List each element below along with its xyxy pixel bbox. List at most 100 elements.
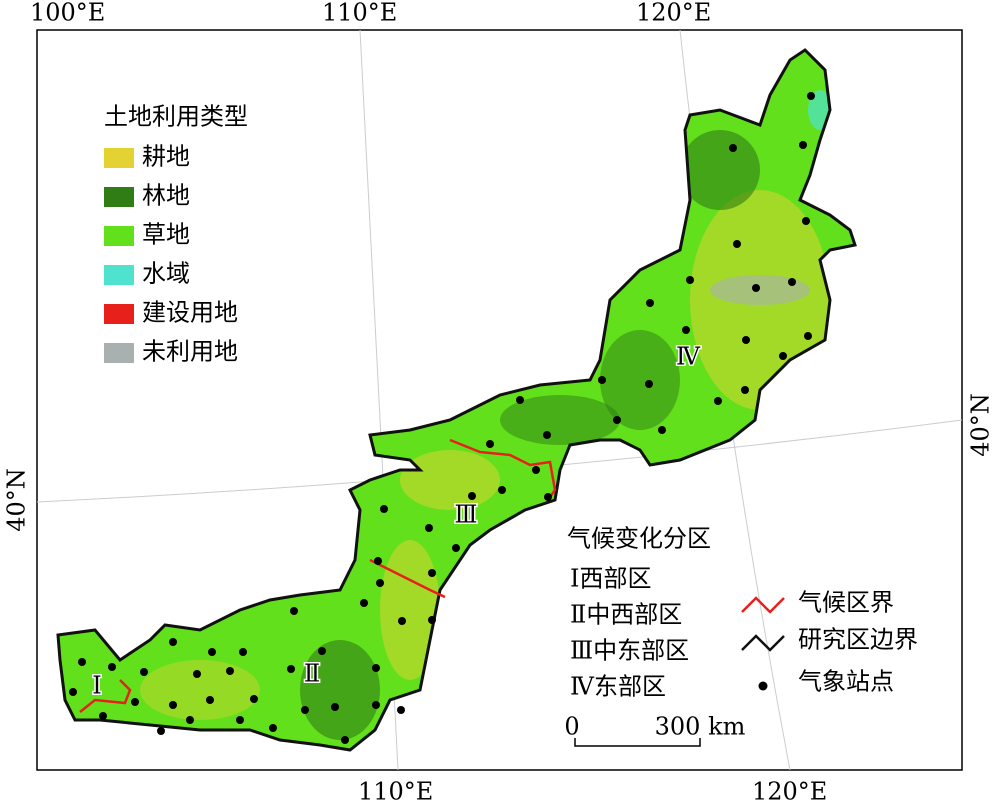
- weather-station: [380, 505, 388, 513]
- weather-station: [360, 599, 368, 607]
- weather-station: [374, 557, 382, 565]
- legend-swatch: [104, 187, 134, 207]
- lon-label: 110°E: [358, 778, 433, 806]
- legend-title: 气候变化分区: [567, 525, 711, 553]
- weather-station: [78, 658, 86, 666]
- weather-station: [226, 667, 234, 675]
- weather-station: [331, 703, 339, 711]
- weather-station: [108, 663, 116, 671]
- weather-station: [645, 380, 653, 388]
- legend-swatch: [104, 148, 134, 168]
- weather-station: [544, 493, 552, 501]
- weather-station: [799, 141, 807, 149]
- weather-station: [532, 466, 540, 474]
- weather-station: [398, 617, 406, 625]
- weather-station: [486, 440, 494, 448]
- weather-station: [236, 716, 244, 724]
- weather-station: [752, 284, 760, 292]
- weather-station: [804, 332, 812, 340]
- weather-station: [140, 668, 148, 676]
- legend-label: 气候区界: [798, 589, 894, 617]
- weather-station: [99, 712, 107, 720]
- weather-station: [807, 92, 815, 100]
- weather-station: [802, 217, 810, 225]
- legend-symbol: [758, 681, 768, 691]
- weather-station: [613, 416, 621, 424]
- weather-station: [318, 647, 326, 655]
- region-label: Ⅳ: [676, 343, 701, 371]
- weather-stations: [69, 92, 815, 744]
- legend-swatch: [104, 343, 134, 363]
- weather-station: [741, 386, 749, 394]
- legend-swatch: [104, 265, 134, 285]
- weather-station: [646, 299, 654, 307]
- legend-label: 研究区边界: [798, 626, 918, 654]
- weather-station: [131, 698, 139, 706]
- legend-swatch: [104, 226, 134, 246]
- scale-bar: [574, 738, 701, 747]
- lon-label: 100°E: [30, 0, 105, 27]
- weather-station: [733, 240, 741, 248]
- weather-station: [372, 664, 380, 672]
- weather-station: [169, 701, 177, 709]
- weather-station: [301, 706, 309, 714]
- region-label: Ⅰ: [92, 672, 101, 700]
- legend-label: 气象站点: [798, 668, 894, 696]
- weather-station: [658, 426, 666, 434]
- region-label: Ⅲ: [454, 501, 477, 529]
- weather-station: [452, 544, 460, 552]
- scale-label: 0: [564, 713, 579, 741]
- weather-station: [428, 616, 436, 624]
- lon-label: 120°E: [636, 0, 711, 27]
- weather-station: [397, 706, 405, 714]
- legend-label: 未利用地: [142, 338, 238, 366]
- weather-station: [498, 486, 506, 494]
- legend-label: 耕地: [142, 143, 190, 171]
- weather-station: [729, 144, 737, 152]
- weather-station: [742, 336, 750, 344]
- lat-label: 40°N: [967, 393, 995, 457]
- legend-label: Ⅱ中西部区: [570, 601, 682, 629]
- weather-station: [239, 648, 247, 656]
- weather-station: [425, 524, 433, 532]
- weather-station: [269, 724, 277, 732]
- legend-label: Ⅳ东部区: [570, 673, 666, 701]
- region-label: Ⅱ: [304, 660, 320, 688]
- weather-station: [208, 648, 216, 656]
- weather-station: [287, 665, 295, 673]
- legend-symbol: [741, 634, 785, 652]
- weather-station: [250, 695, 258, 703]
- weather-station: [206, 696, 214, 704]
- weather-station: [598, 376, 606, 384]
- lon-label: 120°E: [752, 778, 827, 806]
- weather-station: [779, 352, 787, 360]
- weather-station: [372, 701, 380, 709]
- weather-station: [169, 638, 177, 646]
- weather-station: [290, 607, 298, 615]
- weather-station: [516, 396, 524, 404]
- weather-station: [468, 492, 476, 500]
- weather-station: [714, 397, 722, 405]
- legend-label: Ⅰ西部区: [570, 565, 651, 593]
- legend-symbol: [741, 596, 785, 614]
- weather-station: [788, 278, 796, 286]
- weather-station: [341, 736, 349, 744]
- legend-title: 土地利用类型: [104, 103, 248, 131]
- legend-label: 草地: [142, 221, 190, 249]
- weather-station: [69, 688, 77, 696]
- legend-label: 建设用地: [142, 299, 238, 327]
- lat-label: 40°N: [3, 468, 31, 532]
- weather-station: [193, 670, 201, 678]
- climate-boundary: [79, 438, 557, 713]
- weather-station: [686, 276, 694, 284]
- legend-label: Ⅲ中东部区: [570, 637, 689, 665]
- weather-station: [186, 716, 194, 724]
- legend-label: 林地: [142, 182, 190, 210]
- weather-station: [376, 579, 384, 587]
- weather-station: [428, 569, 436, 577]
- legend-label: 水域: [142, 260, 190, 288]
- lon-label: 110°E: [322, 0, 397, 27]
- weather-station: [682, 326, 690, 334]
- scale-label: 300 km: [655, 713, 746, 741]
